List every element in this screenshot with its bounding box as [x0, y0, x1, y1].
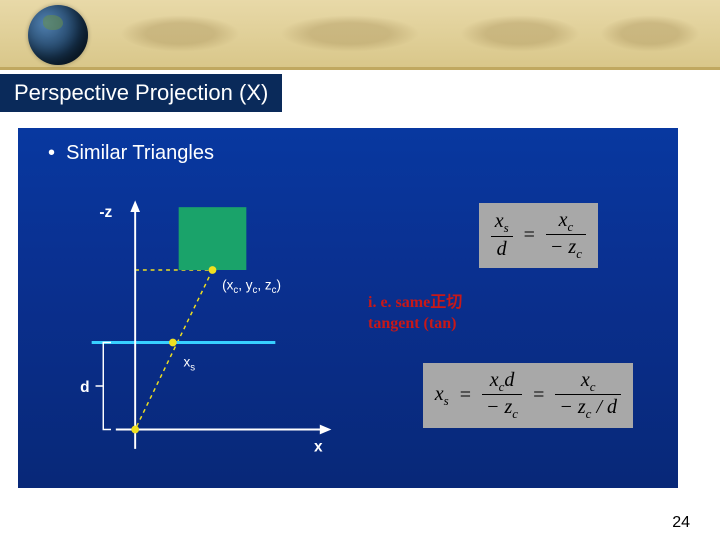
- note-line1: i. e. same正切: [368, 294, 462, 311]
- bullet-text: • Similar Triangles: [18, 128, 678, 165]
- equation-1: xsd = xc− zc: [479, 203, 598, 268]
- equation-2: xs = xcd− zc = xc− zc / d: [423, 363, 633, 428]
- axis-neg-z-label: -z: [99, 204, 112, 221]
- map-decor: [280, 15, 420, 52]
- axis-x-label: x: [314, 439, 323, 456]
- bullet-label: Similar Triangles: [66, 142, 214, 164]
- globe-icon: [28, 5, 88, 65]
- d-label: d: [80, 379, 89, 396]
- xs-label: xs: [184, 355, 196, 374]
- page-number: 24: [672, 514, 690, 532]
- map-decor: [120, 15, 240, 52]
- note-line2: tangent (tan): [368, 315, 456, 332]
- projection-diagram: -z x d (xc, yc, zc) xs: [48, 183, 348, 473]
- slide-title: Perspective Projection (X): [0, 74, 282, 112]
- map-decor: [600, 15, 700, 52]
- slide-body: • Similar Triangles -z x d (xc, yc, zc) …: [18, 128, 678, 488]
- map-decor: [460, 15, 580, 52]
- tangent-note: i. e. same正切 tangent (tan): [368, 293, 548, 335]
- header-banner: [0, 0, 720, 70]
- point-label: (xc, yc, zc): [222, 277, 281, 296]
